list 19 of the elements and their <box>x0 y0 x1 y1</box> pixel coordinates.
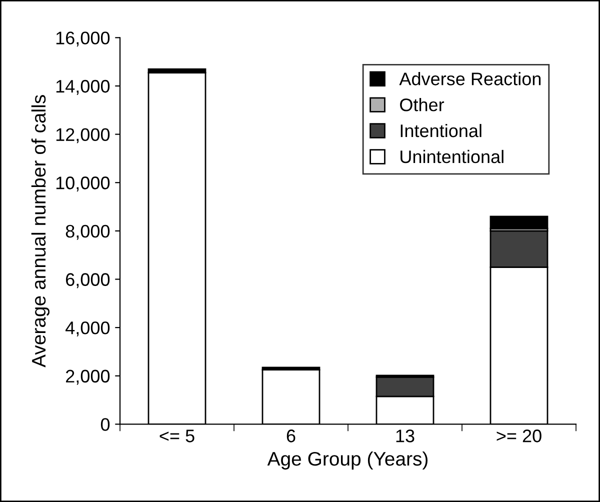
y-tick-label: 14,000 <box>56 80 110 95</box>
y-tick-label: 10,000 <box>56 176 110 192</box>
x-tick-label: 6 <box>286 430 296 442</box>
x-axis-title: Age Group (Years) <box>267 451 428 470</box>
y-tick-label: 4,000 <box>66 321 110 336</box>
x-tick-label: 13 <box>396 430 414 442</box>
legend-label: Unintentional <box>400 150 504 164</box>
y-tick-label: 16,000 <box>56 32 110 47</box>
y-tick-label: 2,000 <box>66 370 110 385</box>
legend-label: Other <box>400 98 444 112</box>
y-axis-title: Average annual number of calls <box>31 95 50 368</box>
y-tick-label: 6,000 <box>66 273 110 288</box>
y-tick-label: 8,000 <box>66 224 110 240</box>
x-tick-label: >= 20 <box>496 430 542 442</box>
y-tick-label: 12,000 <box>56 128 110 144</box>
legend-label: Adverse Reaction <box>399 72 541 86</box>
x-tick-label: <= 5 <box>160 430 194 442</box>
legend-label: Intentional <box>400 124 482 138</box>
y-tick-label: 0 <box>100 418 110 431</box>
